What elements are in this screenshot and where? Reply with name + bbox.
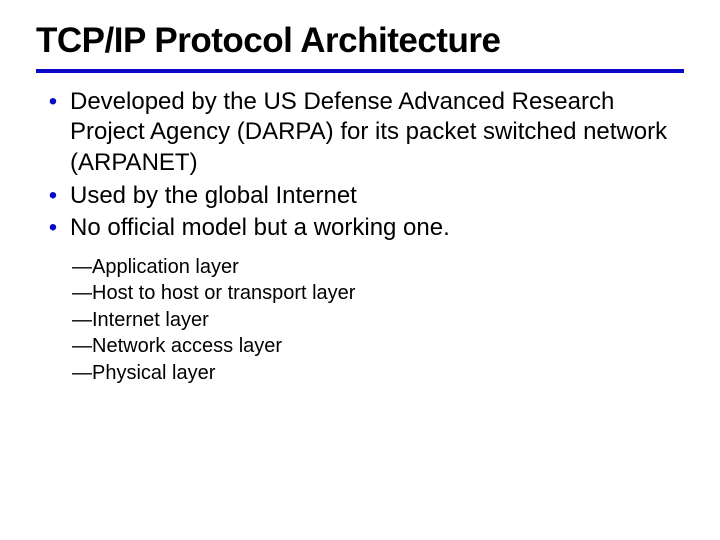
- bullet-icon: •: [36, 181, 70, 212]
- list-item: — Host to host or transport layer: [36, 280, 684, 306]
- sub-bullet-text: Application layer: [92, 254, 684, 280]
- list-item: • Developed by the US Defense Advanced R…: [36, 87, 684, 179]
- slide: TCP/IP Protocol Architecture • Developed…: [0, 0, 720, 386]
- list-item: — Physical layer: [36, 360, 684, 386]
- list-item: — Network access layer: [36, 333, 684, 359]
- sub-bullet-list: — Application layer — Host to host or tr…: [36, 254, 684, 386]
- bullet-icon: •: [36, 87, 70, 118]
- title-underline: [36, 69, 684, 73]
- slide-title: TCP/IP Protocol Architecture: [36, 22, 684, 67]
- list-item: — Application layer: [36, 254, 684, 280]
- sub-bullet-text: Internet layer: [92, 307, 684, 333]
- list-item: • Used by the global Internet: [36, 181, 684, 212]
- bullet-text: Used by the global Internet: [70, 181, 684, 212]
- dash-icon: —: [72, 360, 92, 386]
- main-bullet-list: • Developed by the US Defense Advanced R…: [36, 87, 684, 245]
- sub-bullet-text: Network access layer: [92, 333, 684, 359]
- bullet-text: No official model but a working one.: [70, 213, 684, 244]
- bullet-text: Developed by the US Defense Advanced Res…: [70, 87, 684, 179]
- dash-icon: —: [72, 254, 92, 280]
- list-item: • No official model but a working one.: [36, 213, 684, 244]
- dash-icon: —: [72, 333, 92, 359]
- dash-icon: —: [72, 307, 92, 333]
- sub-bullet-text: Host to host or transport layer: [92, 280, 684, 306]
- bullet-icon: •: [36, 213, 70, 244]
- dash-icon: —: [72, 280, 92, 306]
- sub-bullet-text: Physical layer: [92, 360, 684, 386]
- list-item: — Internet layer: [36, 307, 684, 333]
